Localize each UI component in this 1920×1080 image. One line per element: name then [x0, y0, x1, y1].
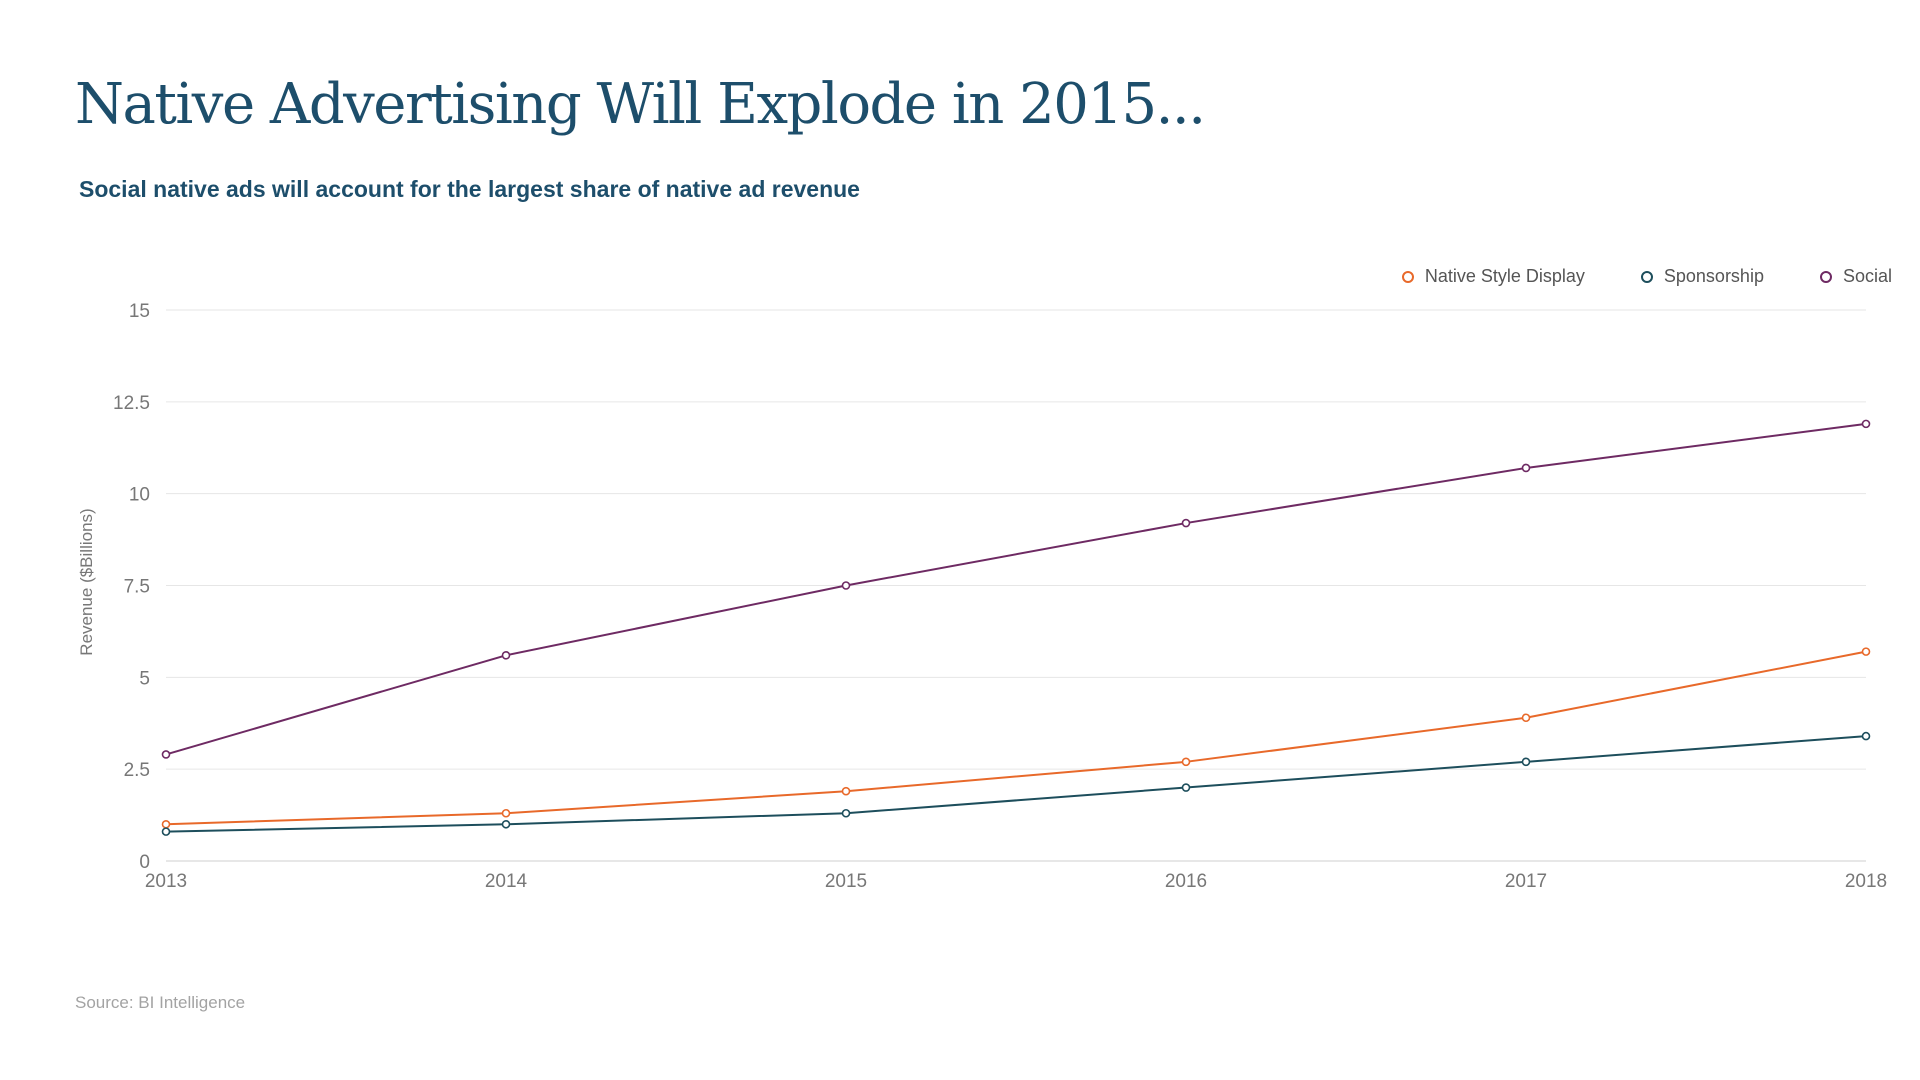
legend-marker-native-style-display [1401, 270, 1414, 283]
data-point-sponsorship[interactable] [1861, 731, 1871, 741]
series-native-style-display [161, 647, 1871, 829]
y-tick-label: 12.5 [113, 393, 150, 414]
series-lines [161, 419, 1871, 836]
y-tick-label: 5 [139, 668, 150, 689]
gridlines [166, 309, 1866, 862]
source-note: Source: BI Intelligence [75, 993, 246, 1012]
data-point-social[interactable] [1861, 419, 1871, 429]
legend-item-sponsorship[interactable]: Sponsorship [1640, 266, 1764, 287]
legend-item-social[interactable]: Social [1819, 266, 1892, 287]
data-point-native-style-display[interactable] [841, 786, 851, 796]
data-point-native-style-display[interactable] [1521, 713, 1531, 723]
legend-label-native-style-display: Native Style Display [1424, 266, 1585, 286]
legend-marker-sponsorship [1640, 270, 1653, 283]
chart-subtitle: Social native ads will account for the l… [79, 176, 860, 202]
x-tick-label: 2015 [825, 871, 867, 892]
series-sponsorship [161, 731, 1871, 836]
series-line-native-style-display [165, 650, 1867, 826]
y-tick-label: 7.5 [124, 577, 150, 598]
legend-item-native-style-display[interactable]: Native Style Display [1401, 266, 1585, 287]
data-point-native-style-display[interactable] [161, 819, 171, 829]
data-point-social[interactable] [1521, 463, 1531, 473]
x-tick-label: 2018 [1845, 871, 1887, 892]
data-point-native-style-display[interactable] [501, 808, 511, 818]
y-axis-ticks: 0 2.5 5 7.5 10 12.5 15 [113, 301, 150, 873]
series-social [161, 419, 1871, 759]
x-tick-label: 2014 [485, 871, 528, 892]
legend-label-social: Social [1842, 266, 1892, 286]
y-axis-label: Revenue ($Billions) [77, 508, 96, 655]
legend-marker-social [1819, 270, 1832, 283]
data-point-native-style-display[interactable] [1181, 757, 1191, 767]
x-tick-label: 2017 [1505, 871, 1547, 892]
data-point-sponsorship[interactable] [1181, 783, 1191, 792]
data-point-social[interactable] [161, 750, 171, 759]
chart-title: Native Advertising Will Explode in 2015.… [75, 72, 1206, 137]
data-point-social[interactable] [841, 581, 851, 590]
data-point-sponsorship[interactable] [1521, 757, 1531, 767]
data-point-social[interactable] [1181, 518, 1191, 528]
y-tick-label: 10 [129, 485, 150, 506]
data-point-sponsorship[interactable] [161, 827, 171, 836]
y-tick-label: 2.5 [124, 760, 150, 781]
data-point-social[interactable] [501, 650, 511, 660]
y-tick-label: 15 [129, 301, 150, 322]
data-point-sponsorship[interactable] [841, 808, 851, 818]
y-tick-label: 0 [139, 852, 150, 873]
x-axis-ticks: 2013 2014 2015 2016 2017 2018 [145, 871, 1887, 892]
series-line-social [165, 422, 1867, 756]
legend-label-sponsorship: Sponsorship [1663, 266, 1764, 286]
data-point-sponsorship[interactable] [501, 819, 511, 829]
series-line-sponsorship [165, 735, 1867, 833]
legend: Native Style Display Sponsorship Social [1346, 266, 1892, 287]
x-tick-label: 2013 [145, 871, 187, 892]
data-point-native-style-display[interactable] [1861, 647, 1871, 656]
x-tick-label: 2016 [1165, 871, 1207, 892]
